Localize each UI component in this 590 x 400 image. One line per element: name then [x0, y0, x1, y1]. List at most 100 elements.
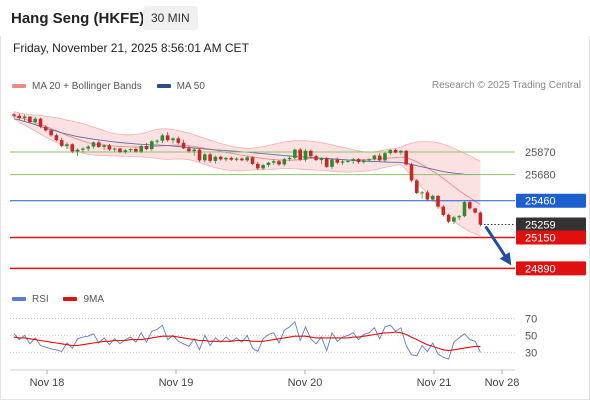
candle-body — [335, 159, 340, 163]
research-credit: Research © 2025 Trading Central — [431, 80, 581, 91]
candle-body — [250, 157, 255, 164]
candle-body — [298, 149, 302, 160]
rsi-swatch-icon — [12, 297, 26, 301]
x-tick-label: Nov 19 — [159, 377, 194, 389]
candle-body — [38, 118, 43, 127]
candle-body — [478, 212, 483, 225]
x-tick-label: Nov 20 — [288, 377, 323, 389]
rsi-9ma-line — [13, 331, 481, 352]
ma20-swatch-icon — [12, 84, 26, 88]
candle-body — [54, 135, 59, 141]
candle-body — [409, 164, 414, 181]
candle-body — [81, 148, 85, 150]
candle-body — [144, 146, 149, 150]
candle-body — [208, 154, 212, 161]
candle-body — [102, 145, 106, 147]
candle-body — [446, 214, 451, 222]
candle-body — [245, 157, 249, 161]
candle-body — [362, 160, 366, 163]
candle-body — [160, 135, 165, 141]
legend-label: RSI — [32, 293, 49, 305]
level-badge-25460 — [516, 193, 586, 208]
candle-body — [59, 140, 64, 146]
level-badge-text-25259: 25259 — [525, 220, 556, 232]
candle-body — [261, 165, 265, 169]
candle-body — [256, 163, 260, 169]
bollinger-band-fill — [14, 111, 481, 236]
level-label-25680: 25680 — [525, 170, 556, 182]
candle-body — [70, 144, 75, 152]
candle-body — [187, 148, 191, 152]
candle-body — [197, 149, 202, 161]
candle-body — [65, 144, 69, 146]
candle-body — [372, 155, 377, 160]
candle-body — [229, 157, 234, 160]
candle-body — [234, 158, 239, 160]
candle-body — [271, 161, 276, 163]
9ma-swatch-icon — [63, 297, 78, 301]
forecast-arrow-shaft — [484, 226, 510, 262]
candle-body — [218, 156, 223, 160]
candle-body — [12, 114, 16, 116]
candle-body — [425, 192, 430, 200]
forecast-arrow-head-icon — [499, 252, 512, 266]
candle-body — [49, 130, 53, 136]
candle-body — [356, 159, 361, 163]
candle-body — [44, 126, 48, 131]
candle-body — [282, 159, 287, 165]
candle-body — [155, 140, 159, 142]
candle-body — [123, 150, 128, 152]
candle-body — [457, 216, 461, 218]
candle-body — [436, 195, 440, 207]
candle-body — [383, 153, 387, 161]
legend-label: 9MA — [83, 293, 105, 305]
level-label-25870: 25870 — [525, 147, 556, 159]
candle-body — [203, 154, 207, 161]
level-badge-text-25460: 25460 — [525, 196, 556, 208]
candle-body — [192, 149, 196, 152]
x-tick-label: Nov 28 — [485, 377, 520, 389]
level-badge-text-24890: 24890 — [525, 263, 556, 275]
legend-item-ma50: MA 50 — [156, 81, 205, 92]
candle-body — [393, 149, 398, 153]
candle-body — [430, 195, 435, 200]
candle-body — [462, 202, 467, 217]
candle-body — [150, 141, 154, 150]
candle-body — [473, 208, 477, 213]
candle-body — [293, 149, 297, 158]
candle-body — [139, 146, 143, 152]
candle-body — [33, 118, 37, 123]
timeframe-badge[interactable]: 30 MIN — [143, 6, 198, 30]
candle-body — [75, 149, 80, 152]
candle-body — [346, 160, 350, 162]
candle-body — [441, 206, 446, 215]
bollinger-upper-line — [13, 111, 481, 162]
candle-body — [367, 159, 371, 161]
candle-body — [165, 135, 170, 141]
legend-bottom: RSI 9MA — [12, 293, 116, 305]
rsi-tick-label-50: 50 — [525, 330, 537, 342]
candle-body — [319, 158, 324, 161]
candle-body — [399, 150, 403, 153]
candle-body — [97, 142, 101, 147]
candle-body — [22, 116, 27, 119]
candle-body — [86, 146, 90, 149]
candle-body — [388, 149, 393, 154]
candle-body — [303, 150, 308, 160]
candle-body — [314, 156, 318, 161]
instrument-title: Hang Seng (HKFE) — [11, 10, 145, 27]
candle-body — [452, 217, 456, 222]
candle-body — [171, 138, 175, 141]
level-badge-25259 — [516, 217, 586, 232]
candle-body — [420, 192, 424, 194]
candle-body — [287, 157, 292, 160]
rsi-tick-label-70: 70 — [525, 313, 537, 325]
candle-body — [340, 161, 345, 163]
title-bar: Hang Seng (HKFE) 30 MIN — [0, 0, 590, 36]
legend-label: MA 20 + Bollinger Bands — [32, 80, 142, 92]
candle-body — [17, 115, 22, 119]
candle-body — [176, 138, 181, 143]
level-badge-text-25150: 25150 — [525, 233, 556, 245]
candle-body — [118, 148, 122, 152]
